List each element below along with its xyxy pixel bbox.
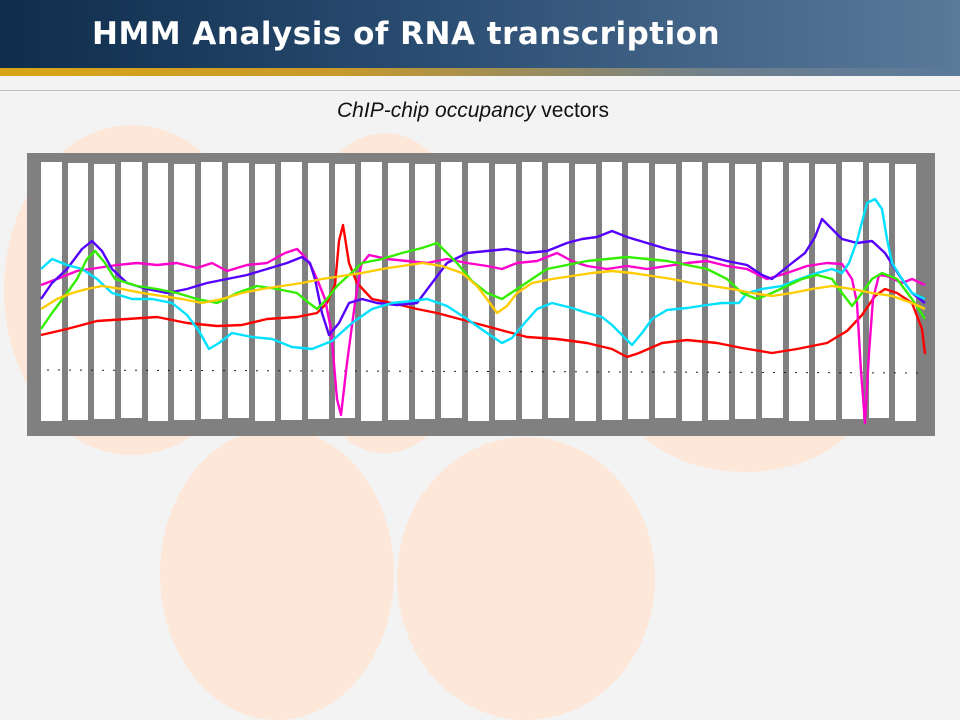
panel-slot xyxy=(388,163,409,420)
panel-slot xyxy=(334,164,356,418)
trace-red xyxy=(40,223,927,359)
bubble-5 xyxy=(397,437,655,720)
panel-slot xyxy=(494,164,516,420)
bubble-4 xyxy=(160,428,394,720)
panel-slot xyxy=(761,162,783,418)
panel-slot xyxy=(548,163,569,418)
panel-slot xyxy=(174,164,196,420)
panel-slot xyxy=(254,164,276,421)
panel-slot xyxy=(94,164,116,419)
divider-line xyxy=(0,90,960,91)
panel-slot xyxy=(601,162,623,420)
panel-slot xyxy=(841,162,863,419)
panel-slot xyxy=(521,162,543,419)
occupancy-traces xyxy=(40,197,927,425)
slide-title: HMM Analysis of RNA transcription xyxy=(92,16,721,52)
panel-slot xyxy=(201,162,222,419)
slide-header: HMM Analysis of RNA transcription xyxy=(0,0,960,68)
trace-magenta xyxy=(40,247,926,425)
panel-slot xyxy=(708,163,730,420)
trace-purple xyxy=(40,217,926,337)
panel-slot xyxy=(681,162,703,421)
panel-slot xyxy=(441,162,463,418)
panel-slot xyxy=(361,162,383,421)
panel-slot xyxy=(655,164,676,418)
accent-bar xyxy=(0,68,960,76)
panel-slot xyxy=(41,162,62,421)
panel-slot xyxy=(574,164,596,421)
trace-green xyxy=(40,241,927,330)
slide-subtitle: ChIP-chip occupancy vectors xyxy=(0,99,946,123)
subtitle-italic: ChIP-chip occupancy xyxy=(337,99,536,122)
baseline xyxy=(46,369,926,374)
trace-yellow xyxy=(40,261,926,315)
panel-slot xyxy=(227,163,249,418)
trace-cyan xyxy=(40,197,926,351)
panel-slot xyxy=(468,163,489,421)
subtitle-plain: vectors xyxy=(535,99,609,122)
